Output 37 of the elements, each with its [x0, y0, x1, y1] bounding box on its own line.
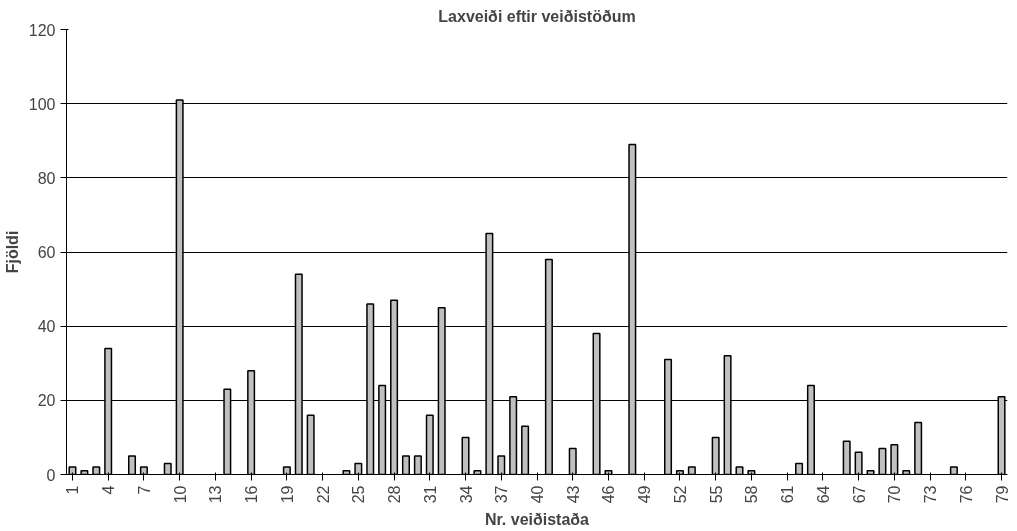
- y-axis-title: Fjöldi: [3, 230, 21, 274]
- x-tick-label: 37: [493, 485, 511, 504]
- y-tick-label: 20: [37, 392, 56, 410]
- y-tick-label: 0: [46, 466, 56, 484]
- x-tick-label: 10: [171, 485, 189, 504]
- x-tick-label: 73: [922, 485, 940, 504]
- y-tick-label: 100: [28, 95, 56, 113]
- chart-title: Laxveiði eftir veiðistöðum: [438, 7, 636, 25]
- x-tick-label: 1: [64, 485, 82, 495]
- x-tick-label: 79: [993, 485, 1011, 504]
- x-tick-label: 31: [421, 485, 439, 504]
- x-tick-label: 52: [671, 485, 689, 504]
- x-tick-label: 4: [100, 485, 118, 495]
- x-tick-label: 61: [779, 485, 797, 504]
- x-tick-label: 58: [743, 485, 761, 504]
- x-tick-label: 67: [850, 485, 868, 504]
- y-tick-label: 120: [28, 21, 56, 39]
- x-tick-label: 25: [350, 485, 368, 504]
- y-tick-label: 40: [37, 318, 56, 336]
- x-tick-label: 55: [707, 485, 725, 504]
- x-tick-label: 34: [457, 485, 475, 504]
- x-tick-label: 46: [600, 485, 618, 504]
- x-tick-label: 70: [886, 485, 904, 504]
- x-tick-label: 49: [636, 485, 654, 504]
- x-tick-label: 7: [135, 485, 153, 495]
- x-tick-label: 16: [243, 485, 261, 504]
- x-tick-label: 43: [564, 485, 582, 504]
- x-tick-label: 64: [814, 485, 832, 504]
- x-tick-label: 22: [314, 485, 332, 504]
- x-tick-label: 28: [386, 485, 404, 504]
- x-tick-label: 76: [957, 485, 975, 504]
- y-tick-label: 60: [37, 244, 56, 261]
- x-tick-label: 13: [207, 485, 225, 504]
- x-tick-label: 40: [529, 485, 546, 504]
- y-tick-label: 80: [37, 169, 56, 187]
- x-axis-title: Nr. veiðistaða: [484, 511, 590, 529]
- x-tick-label: 19: [278, 485, 296, 504]
